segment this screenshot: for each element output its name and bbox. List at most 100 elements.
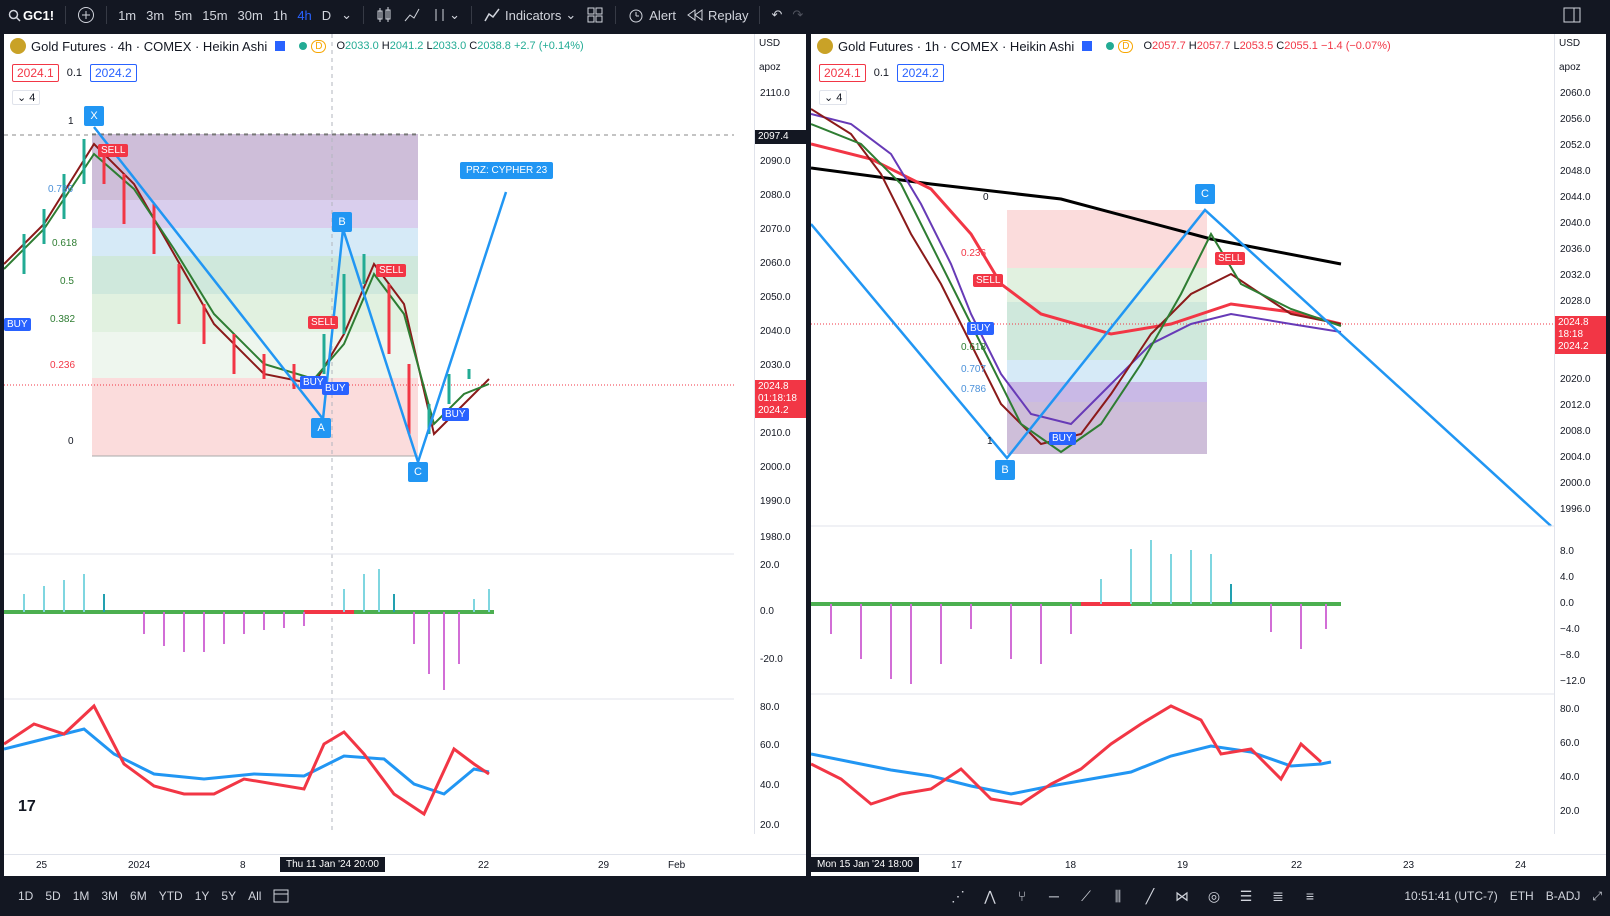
osc-tick: 0.0 xyxy=(760,606,774,617)
range-1y[interactable]: 1Y xyxy=(194,889,210,903)
right-chart-canvas[interactable] xyxy=(811,34,1556,854)
toolbar-divider xyxy=(363,6,365,24)
go-to-date-button[interactable] xyxy=(267,887,295,906)
price-tick: 2000.0 xyxy=(1560,478,1591,489)
left-price-scale[interactable]: USD apoz 2110.0 2090.0 2080.0 2070.0 206… xyxy=(754,34,806,834)
range-6m[interactable]: 6M xyxy=(130,889,147,903)
osc-tick: 4.0 xyxy=(1560,572,1574,583)
symbol-search[interactable]: GC1! xyxy=(0,0,59,30)
sell-signal: SELL xyxy=(308,316,339,329)
alert-label: Alert xyxy=(649,7,676,23)
delayed-badge: D xyxy=(311,39,327,53)
layout-button[interactable] xyxy=(581,0,609,30)
alert-button[interactable]: Alert xyxy=(622,0,681,30)
right-time-axis[interactable]: 17 18 19 22 23 24 Mon 15 Jan '24 18:00 xyxy=(811,854,1606,876)
currency-selector[interactable]: USD xyxy=(759,38,781,49)
indicators-button[interactable]: Indicators ⌄ xyxy=(478,0,581,30)
fib-label: 1 xyxy=(68,116,74,127)
fib-label: 0.618 xyxy=(52,238,78,249)
redo-button[interactable]: ↷ xyxy=(787,0,808,30)
collapse-indicators-button[interactable]: ⌄ 4 xyxy=(819,90,848,105)
symbol-label: GC1! xyxy=(23,7,55,23)
compare-button[interactable] xyxy=(72,0,100,30)
undo-button[interactable]: ↶ xyxy=(766,0,787,30)
range-3m[interactable]: 3M xyxy=(101,889,119,903)
pattern-tool-icon[interactable]: ⋰ xyxy=(951,887,965,904)
flag-icon[interactable] xyxy=(1082,41,1093,51)
unit-selector[interactable]: apoz xyxy=(759,62,781,73)
gold-logo-icon xyxy=(817,38,833,54)
fib-extension-icon[interactable]: ≣ xyxy=(1272,887,1284,904)
rsi-tick: 60.0 xyxy=(1560,738,1580,749)
left-chart-legend[interactable]: Gold Futures · 4h · COMEX · Heikin Ashi … xyxy=(10,38,584,54)
sell-signal: SELL xyxy=(1215,252,1246,265)
horizontal-line-icon[interactable]: ─ xyxy=(1049,888,1059,904)
interval-4h[interactable]: 4h xyxy=(297,7,312,23)
range-1d[interactable]: 1D xyxy=(18,889,34,903)
osc-tick: 0.0 xyxy=(1560,598,1574,609)
fork-tool-icon[interactable]: ⑂ xyxy=(1017,888,1027,904)
rsi-tick: 80.0 xyxy=(1560,704,1580,715)
level-high: 2024.2 xyxy=(897,64,944,82)
time-tick: 17 xyxy=(951,860,963,871)
range-5d[interactable]: 5D xyxy=(45,889,61,903)
osc-tick: 8.0 xyxy=(1560,546,1574,557)
buy-signal: BUY xyxy=(442,408,469,421)
buy-signal: BUY xyxy=(4,318,31,331)
currency-selector[interactable]: USD xyxy=(1559,38,1581,49)
trend-line-icon[interactable]: ╱ xyxy=(1145,887,1155,904)
replay-button[interactable]: Replay xyxy=(681,0,753,30)
session-label[interactable]: ETH xyxy=(1509,889,1534,903)
countdown-label: 18:18 xyxy=(1555,328,1606,342)
osc-tick: −4.0 xyxy=(1560,624,1580,635)
crosshair-price-label: 2097.4 xyxy=(755,130,806,144)
range-5y[interactable]: 5Y xyxy=(221,889,237,903)
right-price-scale[interactable]: USD apoz 2060.0 2056.0 2052.0 2048.0 204… xyxy=(1554,34,1606,834)
line-chart-type-button[interactable] xyxy=(398,0,426,30)
fib-label: 0.786 xyxy=(961,384,987,395)
left-time-axis[interactable]: 25 2024 8 22 29 Feb Thu 11 Jan '24 20:00 xyxy=(4,854,806,876)
flag-icon[interactable] xyxy=(275,41,286,51)
interval-3m[interactable]: 3m xyxy=(146,7,165,23)
left-chart-pane[interactable]: Gold Futures · 4h · COMEX · Heikin Ashi … xyxy=(4,34,806,876)
left-ohlc-values: O2033.0 H2041.2 L2033.0 C2038.8 +2.7 (+0… xyxy=(336,40,584,52)
unit-selector[interactable]: apoz xyxy=(1559,62,1581,73)
right-chart-legend[interactable]: Gold Futures · 1h · COMEX · Heikin Ashi … xyxy=(817,38,1391,54)
pane-divider[interactable] xyxy=(806,34,811,876)
spiral-tool-icon[interactable]: ◎ xyxy=(1207,887,1221,904)
time-tick: 23 xyxy=(1403,860,1415,871)
interval-1h[interactable]: 1h xyxy=(272,7,288,23)
channel-tool-icon[interactable]: ≡ xyxy=(1305,888,1315,904)
adjustment-label[interactable]: B-ADJ xyxy=(1545,889,1581,903)
expand-icon[interactable]: ⤢ xyxy=(1592,888,1602,903)
interval-dropdown[interactable]: ⌄ xyxy=(336,0,357,30)
level-low: 2024.1 xyxy=(12,64,59,82)
ray-tool-icon[interactable]: ⟋ xyxy=(1081,887,1091,904)
left-chart-canvas[interactable] xyxy=(4,34,754,854)
range-ytd[interactable]: YTD xyxy=(158,889,183,903)
line-chart-icon xyxy=(403,6,421,24)
fib-label: 0.236 xyxy=(50,360,76,371)
fib-retracement-icon[interactable]: ☰ xyxy=(1239,887,1253,904)
interval-1m[interactable]: 1m xyxy=(118,7,137,23)
abcd-tool-icon[interactable]: ⋀ xyxy=(984,887,996,904)
collapse-indicators-button[interactable]: ⌄ 4 xyxy=(12,90,41,105)
sidebar-toggle-button[interactable] xyxy=(1558,0,1586,30)
bars-chart-type-button[interactable]: ⌄ xyxy=(426,0,465,30)
redo-icon: ↷ xyxy=(792,7,804,22)
interval-30m[interactable]: 30m xyxy=(237,7,263,23)
bars-tool-icon[interactable]: ⫼ xyxy=(1114,887,1122,904)
interval-15m[interactable]: 15m xyxy=(202,7,228,23)
right-chart-pane[interactable]: Gold Futures · 1h · COMEX · Heikin Ashi … xyxy=(811,34,1606,876)
tradingview-logo[interactable]: 17 xyxy=(18,798,36,815)
range-1m[interactable]: 1M xyxy=(72,889,90,903)
xabcd-tool-icon[interactable]: ⋈ xyxy=(1175,887,1189,904)
candles-chart-type-button[interactable] xyxy=(370,0,398,30)
interval-5m[interactable]: 5m xyxy=(174,7,193,23)
pattern-point-c: C xyxy=(408,462,428,482)
range-all[interactable]: All xyxy=(248,889,262,903)
clock-label[interactable]: 10:51:41 (UTC-7) xyxy=(1404,889,1498,903)
search-icon xyxy=(5,6,23,24)
interval-d[interactable]: D xyxy=(321,7,332,23)
osc-tick: 20.0 xyxy=(760,560,780,571)
